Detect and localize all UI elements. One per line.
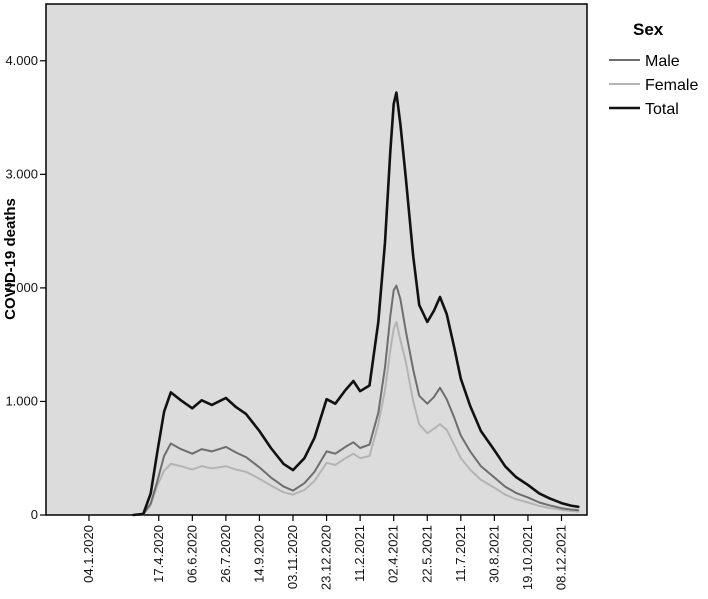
legend-label-female: Female [645,77,698,94]
plot-background [45,3,588,516]
x-tick-label: 03.11.2020 [285,525,300,589]
y-tick-label: 0 [31,507,38,522]
x-tick-label: 19.10.2021 [520,525,535,590]
x-tick-label: 17.4.2020 [151,525,166,583]
x-tick-label: 30.8.2021 [486,525,501,583]
x-tick-label: 06.6.2020 [184,525,199,583]
y-tick-label: 3.000 [5,166,38,181]
y-tick-label: 2.000 [5,280,38,295]
x-tick-label: 11.7.2021 [453,525,468,582]
series-line-male [132,284,580,516]
y-tick-label: 4.000 [5,53,38,68]
series-line-female [132,321,580,516]
x-tick-label: 14.9.2020 [251,525,266,583]
x-tick-label: 23.12.2020 [319,525,334,590]
x-tick-label: 22.5.2021 [419,525,434,583]
y-axis: 0 1.000 2.000 3.000 4.000 [5,53,46,522]
x-tick-label: 26.7.2020 [218,525,233,583]
x-tick-label: 02.4.2021 [386,525,401,583]
x-tick-label: 11.2.2021 [352,525,367,582]
legend-label-total: Total [645,101,679,118]
y-axis-title: COVID-19 deaths [2,198,19,320]
x-axis: 04.1.2020 17.4.2020 06.6.2020 26.7.2020 14.9… [81,515,568,590]
y-tick-label: 1.000 [5,393,38,408]
legend-label-male: Male [645,53,680,70]
x-tick-label: 04.1.2020 [81,525,96,583]
series-lines [132,91,580,517]
legend-items: Male Female Total [609,53,698,118]
legend: Sex Male Female Total [609,20,698,118]
legend-title: Sex [633,20,664,39]
series-line-total [132,91,580,517]
x-tick-label: 08.12.2021 [553,525,568,590]
